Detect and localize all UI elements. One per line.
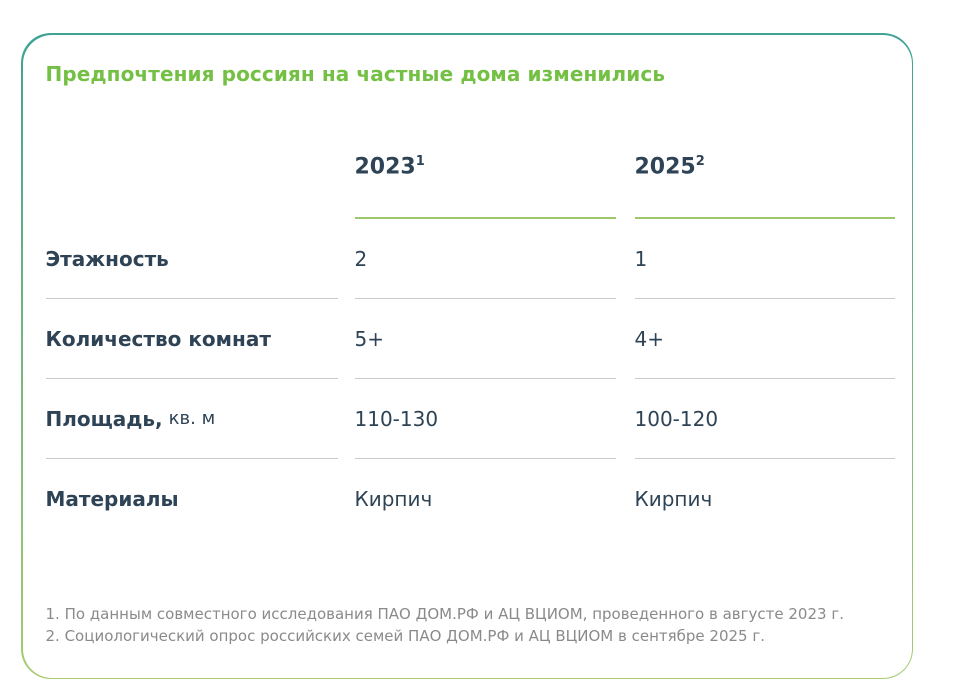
row-rooms-label-cell: Количество комнат — [45, 299, 355, 379]
footnote-1: 1. По данным совместного исследования ПА… — [45, 604, 844, 623]
value-text: 110-130 — [354, 406, 439, 431]
row-rooms-label: Количество комнат — [45, 326, 271, 351]
value-text: 4+ — [634, 326, 664, 351]
card-gradient-border: Предпочтения россиян на частные дома изм… — [21, 33, 913, 679]
footnote-2: 2. Социологический опрос российских семе… — [45, 626, 766, 645]
footnotes: 1. По данным совместного исследования ПА… — [46, 603, 886, 647]
footnote-ref-1: 1 — [415, 153, 425, 169]
value-text: 5+ — [354, 326, 384, 351]
year-2023-label: 2023 — [354, 153, 416, 179]
row-materials-value-2025: Кирпич — [635, 459, 895, 539]
header-empty-cell — [46, 130, 355, 219]
row-floors-label-cell: Этажность — [45, 219, 355, 299]
infographic-card: Предпочтения россиян на частные дома изм… — [22, 34, 912, 678]
footnote-ref-2: 2 — [695, 153, 705, 169]
row-rooms-value-2023: 5+ — [354, 299, 635, 379]
value-text: 1 — [634, 246, 648, 271]
row-rooms-value-2025: 4+ — [634, 299, 895, 379]
value-text: Кирпич — [634, 486, 713, 511]
value-text: Кирпич — [354, 486, 433, 511]
row-area-value-2025: 100-120 — [634, 379, 895, 459]
column-header-2025: 20252 — [634, 130, 895, 219]
row-area-label: Площадь, — [45, 406, 163, 431]
row-area-value-2023: 110-130 — [354, 379, 635, 459]
row-floors-value-2025: 1 — [634, 219, 895, 299]
row-materials-value-2023: Кирпич — [355, 459, 635, 539]
row-area-label-cell: Площадь, кв. м — [45, 379, 355, 459]
year-2025-label: 2025 — [634, 153, 696, 179]
row-floors-value-2023: 2 — [354, 219, 635, 299]
row-materials-label-cell: Материалы — [46, 459, 355, 539]
value-text: 2 — [354, 246, 368, 271]
comparison-table: 20231 20252 Этажность 2 1 Количество ком — [45, 130, 895, 539]
page-title: Предпочтения россиян на частные дома изм… — [45, 61, 666, 86]
column-header-2023: 20231 — [354, 130, 635, 219]
row-materials-label: Материалы — [45, 486, 179, 511]
value-text: 100-120 — [634, 406, 719, 431]
row-floors-label: Этажность — [45, 246, 169, 271]
row-area-label-units: кв. м — [168, 408, 216, 429]
